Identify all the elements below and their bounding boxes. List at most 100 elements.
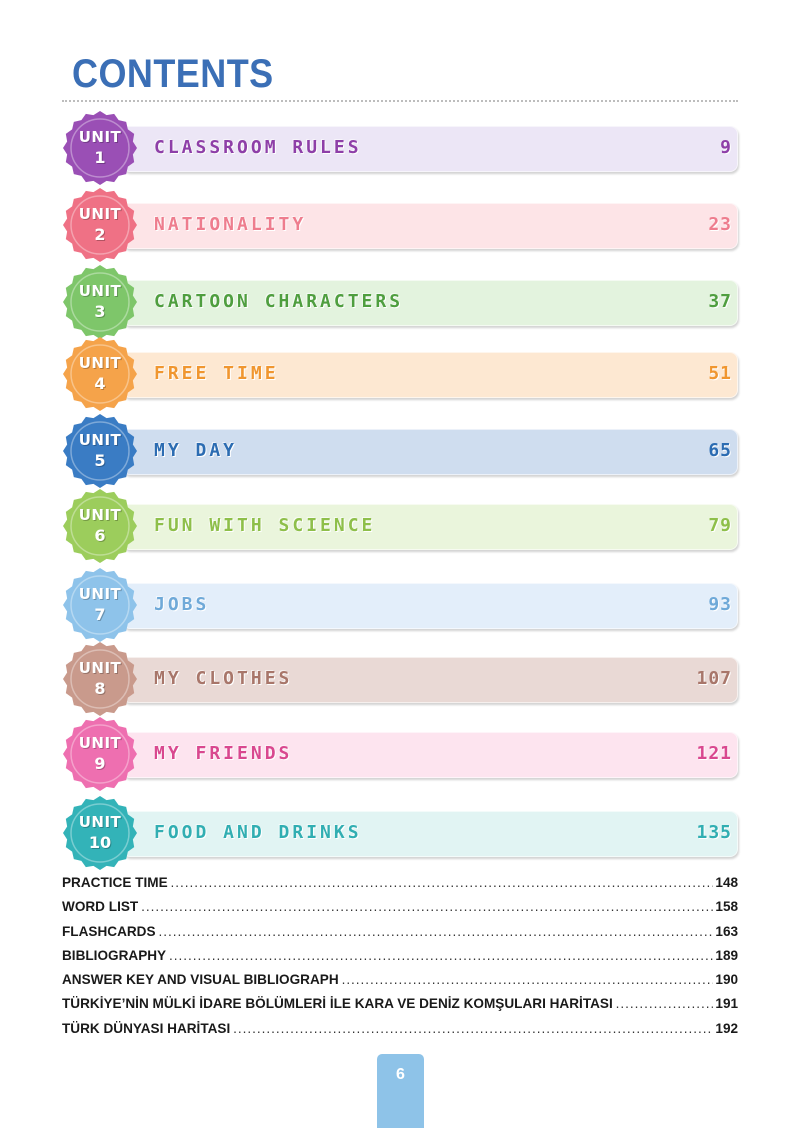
unit-entry[interactable]: UNIT 8 MY CLOTHES 107: [62, 641, 742, 721]
unit-label: UNIT: [78, 205, 122, 223]
dot-leader: [616, 995, 713, 1011]
unit-page-number: 37: [708, 291, 732, 312]
unit-page-number: 23: [708, 214, 732, 235]
extra-page-number: 158: [715, 898, 739, 915]
unit-bar: [122, 732, 738, 778]
badge-shape-icon: [63, 796, 137, 870]
unit-number: 3: [94, 302, 106, 321]
unit-badge: UNIT 5: [62, 413, 138, 489]
unit-badge: UNIT 9: [62, 716, 138, 792]
unit-bar: [122, 352, 738, 398]
unit-number: 1: [94, 148, 106, 167]
badge-shape-icon: [63, 337, 137, 411]
unit-entry[interactable]: UNIT 7 JOBS 93: [62, 567, 742, 647]
dot-leader: [169, 947, 712, 963]
dot-leader: [233, 1020, 712, 1036]
unit-bar: [122, 126, 738, 172]
badge-shape-icon: [63, 265, 137, 339]
unit-label: UNIT: [78, 585, 122, 603]
unit-bar: [122, 280, 738, 326]
unit-title[interactable]: JOBS: [154, 594, 210, 615]
unit-badge: UNIT 7: [62, 567, 138, 643]
unit-bar: [122, 657, 738, 703]
extra-entry[interactable]: ANSWER KEY AND VISUAL BIBLIOGRAPH 190: [62, 971, 738, 995]
unit-label: UNIT: [78, 734, 122, 752]
extra-entry[interactable]: TÜRK DÜNYASI HARİTASI 192: [62, 1020, 738, 1044]
unit-title[interactable]: CARTOON CHARACTERS: [154, 291, 404, 312]
badge-shape-icon: [63, 414, 137, 488]
unit-badge: UNIT 6: [62, 488, 138, 564]
badge-shape-icon: [63, 717, 137, 791]
unit-number: 5: [94, 451, 106, 470]
unit-badge: UNIT 10: [62, 795, 138, 871]
extra-page-number: 163: [715, 922, 739, 939]
page-title: CONTENTS: [72, 52, 274, 96]
unit-bar: [122, 583, 738, 629]
unit-bar: [122, 203, 738, 249]
unit-label: UNIT: [78, 659, 122, 677]
extra-entry[interactable]: BIBLIOGRAPHY 189: [62, 947, 738, 971]
unit-title[interactable]: MY FRIENDS: [154, 743, 293, 764]
unit-label: UNIT: [78, 282, 122, 300]
unit-entry[interactable]: UNIT 9 MY FRIENDS 121: [62, 716, 742, 796]
unit-entry[interactable]: UNIT 1 CLASSROOM RULES 9: [62, 110, 742, 190]
unit-number: 7: [94, 605, 106, 624]
unit-title[interactable]: CLASSROOM RULES: [154, 137, 362, 158]
page-number: 6: [396, 1066, 405, 1083]
extra-page-number: 192: [715, 1019, 739, 1036]
unit-badge: UNIT 4: [62, 336, 138, 412]
unit-entry[interactable]: UNIT 5 MY DAY 65: [62, 413, 742, 493]
extra-entry[interactable]: PRACTICE TIME 148: [62, 874, 738, 898]
unit-page-number: 93: [708, 594, 732, 615]
unit-page-number: 107: [696, 668, 732, 689]
unit-entry[interactable]: UNIT 3 CARTOON CHARACTERS 37: [62, 264, 742, 344]
title-divider: [62, 100, 738, 102]
extra-entry[interactable]: TÜRKİYE’NİN MÜLKİ İDARE BÖLÜMLERİ İLE KA…: [62, 995, 738, 1019]
dot-leader: [342, 971, 713, 987]
dot-leader: [141, 898, 712, 914]
unit-label: UNIT: [78, 431, 122, 449]
unit-title[interactable]: MY DAY: [154, 440, 238, 461]
unit-title[interactable]: FOOD AND DRINKS: [154, 822, 362, 843]
dot-leader: [171, 874, 713, 890]
page-number-tab: 6: [377, 1054, 424, 1128]
extra-page-number: 191: [715, 995, 739, 1012]
unit-badge: UNIT 2: [62, 187, 138, 263]
unit-title[interactable]: FREE TIME: [154, 363, 279, 384]
unit-title[interactable]: FUN WITH SCIENCE: [154, 515, 376, 536]
unit-entry[interactable]: UNIT 10 FOOD AND DRINKS 135: [62, 795, 742, 875]
unit-entry[interactable]: UNIT 2 NATIONALITY 23: [62, 187, 742, 267]
unit-page-number: 51: [708, 363, 732, 384]
unit-page-number: 9: [720, 137, 732, 158]
extra-page-number: 148: [715, 874, 739, 890]
unit-label: UNIT: [78, 354, 122, 372]
dot-leader: [158, 923, 712, 939]
unit-label: UNIT: [78, 813, 122, 831]
extra-label: WORD LIST: [62, 898, 139, 915]
unit-number: 6: [94, 526, 106, 545]
extra-label: TÜRKİYE’NİN MÜLKİ İDARE BÖLÜMLERİ İLE KA…: [62, 995, 613, 1012]
unit-entry[interactable]: UNIT 6 FUN WITH SCIENCE 79: [62, 488, 742, 568]
unit-number: 4: [94, 374, 106, 393]
unit-bar: [122, 504, 738, 550]
badge-shape-icon: [63, 188, 137, 262]
extra-label: TÜRK DÜNYASI HARİTASI: [62, 1019, 231, 1036]
extra-page-number: 189: [715, 946, 739, 963]
unit-label: UNIT: [78, 506, 122, 524]
unit-number: 2: [94, 225, 106, 244]
extra-sections: PRACTICE TIME 148 WORD LIST 158 FLASHCAR…: [62, 874, 738, 1044]
unit-title[interactable]: MY CLOTHES: [154, 668, 293, 689]
extra-label: FLASHCARDS: [62, 922, 156, 939]
badge-shape-icon: [63, 568, 137, 642]
extra-label: PRACTICE TIME: [62, 874, 168, 890]
units-list: UNIT 1 CLASSROOM RULES 9 UNIT 2 NATIONAL…: [62, 110, 742, 870]
unit-title[interactable]: NATIONALITY: [154, 214, 307, 235]
unit-entry[interactable]: UNIT 4 FREE TIME 51: [62, 336, 742, 416]
extra-label: ANSWER KEY AND VISUAL BIBLIOGRAPH: [62, 971, 339, 988]
extra-entry[interactable]: FLASHCARDS 163: [62, 923, 738, 947]
unit-bar: [122, 811, 738, 857]
extra-entry[interactable]: WORD LIST 158: [62, 898, 738, 922]
badge-shape-icon: [63, 111, 137, 185]
extra-page-number: 190: [715, 971, 739, 988]
unit-number: 10: [88, 833, 112, 852]
